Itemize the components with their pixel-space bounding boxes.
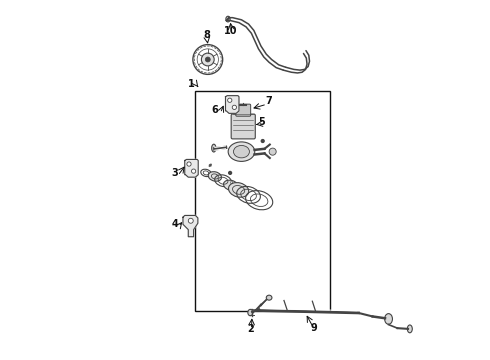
Polygon shape bbox=[183, 215, 198, 237]
Circle shape bbox=[228, 98, 232, 102]
Ellipse shape bbox=[212, 144, 216, 152]
Circle shape bbox=[205, 57, 210, 62]
Text: o: o bbox=[230, 180, 233, 185]
Text: 10: 10 bbox=[224, 26, 238, 36]
Ellipse shape bbox=[385, 314, 392, 324]
Ellipse shape bbox=[208, 172, 221, 181]
Circle shape bbox=[192, 169, 196, 173]
Polygon shape bbox=[225, 96, 239, 113]
Ellipse shape bbox=[228, 142, 255, 161]
Ellipse shape bbox=[233, 145, 249, 158]
Text: 6: 6 bbox=[212, 105, 218, 115]
Text: 7: 7 bbox=[266, 96, 272, 106]
Circle shape bbox=[261, 140, 264, 143]
FancyBboxPatch shape bbox=[236, 104, 251, 116]
Circle shape bbox=[229, 171, 232, 174]
Text: 9: 9 bbox=[311, 323, 318, 333]
FancyBboxPatch shape bbox=[231, 114, 255, 139]
Text: 1: 1 bbox=[188, 78, 195, 89]
Ellipse shape bbox=[266, 295, 272, 300]
Polygon shape bbox=[209, 164, 211, 167]
Polygon shape bbox=[185, 159, 198, 177]
Ellipse shape bbox=[226, 16, 230, 22]
Circle shape bbox=[187, 162, 191, 166]
Text: 2: 2 bbox=[247, 324, 254, 334]
Ellipse shape bbox=[407, 325, 412, 333]
Text: 8: 8 bbox=[204, 30, 211, 40]
Ellipse shape bbox=[248, 309, 253, 316]
Ellipse shape bbox=[228, 183, 249, 197]
Ellipse shape bbox=[223, 180, 238, 190]
Bar bbox=[196, 91, 330, 311]
Circle shape bbox=[188, 218, 193, 223]
Circle shape bbox=[269, 148, 276, 155]
Text: 4: 4 bbox=[172, 219, 178, 229]
Text: 3: 3 bbox=[172, 168, 178, 179]
Circle shape bbox=[232, 105, 237, 109]
Ellipse shape bbox=[250, 309, 254, 313]
Circle shape bbox=[201, 53, 214, 66]
Text: 5: 5 bbox=[258, 117, 265, 127]
